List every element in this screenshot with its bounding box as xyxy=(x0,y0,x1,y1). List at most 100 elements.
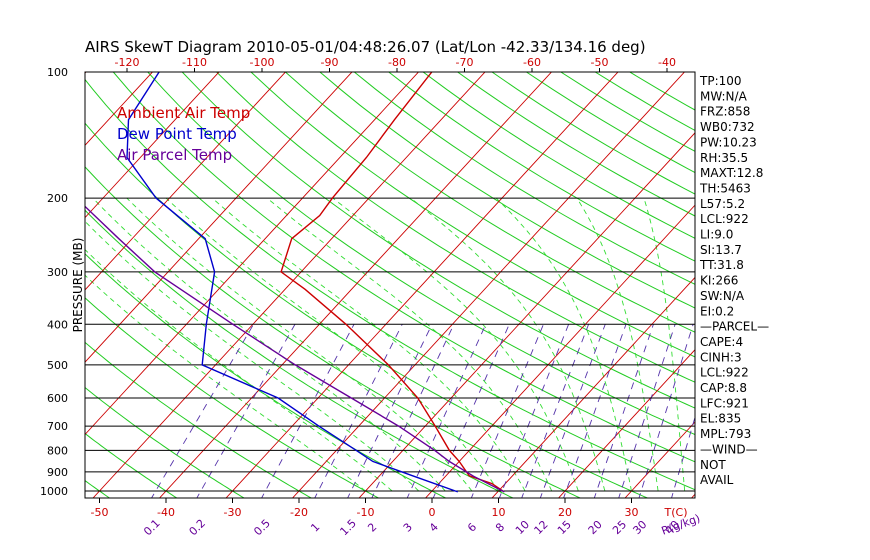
dry-adiabat xyxy=(85,166,582,498)
mixing-ratio-label: 2 xyxy=(365,520,379,534)
mixing-ratio-label: 12 xyxy=(532,518,551,537)
mixing-ratio-line xyxy=(406,324,487,498)
index-entry: CINH:3 xyxy=(700,350,742,364)
pressure-tick-label: 800 xyxy=(47,444,68,457)
mixing-ratio-label: 20 xyxy=(586,518,605,537)
pressure-tick-label: 600 xyxy=(47,392,68,405)
mixing-ratio-label: 10 xyxy=(513,518,532,537)
series-line-2 xyxy=(85,205,505,493)
mixing-ratio-line xyxy=(618,324,676,498)
isotherm xyxy=(85,72,353,363)
dry-adiabat xyxy=(526,72,695,174)
isotherm xyxy=(0,63,28,500)
index-entry: L57:5.2 xyxy=(700,197,745,211)
mixing-ratio-label: 0.5 xyxy=(251,517,273,539)
mixing-ratio-lines xyxy=(151,324,695,498)
bottom-temp-label: -40 xyxy=(157,506,175,519)
pressure-tick-label: 700 xyxy=(47,420,68,433)
isotherm xyxy=(424,204,695,498)
dry-adiabat xyxy=(181,72,695,409)
top-temp-label: -40 xyxy=(658,56,676,69)
isotherm xyxy=(158,72,553,498)
moist-adiabat xyxy=(495,197,632,492)
pressure-tick-label: 500 xyxy=(47,359,68,372)
mixing-ratio-label: 8 xyxy=(493,520,507,534)
legend-entry: Dew Point Temp xyxy=(117,125,237,143)
series-line-1 xyxy=(126,72,459,493)
index-entry: —PARCEL— xyxy=(700,320,769,334)
axes: -50 -40 -30 -20 -10 0 10 20 30 T(C)-120 -110 -100 -9… xyxy=(71,56,702,538)
moist-adiabat xyxy=(165,197,499,492)
dry-adiabat xyxy=(85,122,649,498)
pressure-tick-label: 1000 xyxy=(40,485,68,498)
mixing-ratio-line xyxy=(470,324,544,498)
top-temp-label: -70 xyxy=(456,56,474,69)
moist-adiabat xyxy=(643,197,686,492)
mixing-ratio-line xyxy=(498,324,570,498)
dry-adiabat xyxy=(491,72,695,195)
isotherm xyxy=(85,72,154,147)
bottom-temp-label: 30 xyxy=(625,506,639,519)
dry-adiabat xyxy=(388,72,695,262)
mixing-ratio-label: 6 xyxy=(465,520,479,534)
index-entry: SW:N/A xyxy=(700,289,745,303)
isotherm xyxy=(491,276,695,498)
index-entry: WB0:732 xyxy=(700,120,755,134)
bottom-temp-label: -20 xyxy=(290,506,308,519)
mixing-ratio-label: 0.1 xyxy=(141,517,163,539)
pressure-tick-label: 300 xyxy=(47,266,68,279)
dry-adiabat xyxy=(85,432,178,498)
index-entry: LCL:922 xyxy=(700,212,749,226)
chart-title: AIRS SkewT Diagram 2010-05-01/04:48:26.0… xyxy=(85,38,646,56)
isotherm-lines xyxy=(0,63,870,500)
top-temp-label: -100 xyxy=(250,56,275,69)
dry-adiabat xyxy=(457,72,695,217)
bottom-temp-label: 20 xyxy=(558,506,572,519)
mixing-ratio-line xyxy=(521,324,590,498)
mixing-ratio-line xyxy=(432,324,510,498)
index-entry: CAPE:4 xyxy=(700,335,743,349)
mixing-ratio-label: 15 xyxy=(555,518,574,537)
legend-entry: Ambient Air Temp xyxy=(117,104,250,122)
mixing-ratio-line xyxy=(563,324,627,498)
mixing-ratio-line xyxy=(196,324,296,498)
isotherm xyxy=(823,63,870,500)
pressure-tick-label: 100 xyxy=(47,66,68,79)
top-temp-label: -110 xyxy=(182,56,207,69)
mixing-ratio-line xyxy=(671,415,695,498)
moist-adiabat xyxy=(576,197,659,492)
pressure-tick-label: 200 xyxy=(47,192,68,205)
dry-adiabat xyxy=(85,209,515,498)
moist-adiabat xyxy=(92,197,446,492)
isotherm xyxy=(291,72,686,498)
isotherm xyxy=(225,72,619,498)
pressure-tick-label: 400 xyxy=(47,318,68,331)
y-axis-label: PRESSURE (MB) xyxy=(71,238,85,333)
index-entry: NOT xyxy=(700,458,726,472)
dry-adiabat xyxy=(85,479,111,498)
dry-adiabat xyxy=(85,341,313,498)
mixing-ratio-line xyxy=(638,324,694,498)
index-entry: EL:835 xyxy=(700,412,741,426)
moist-adiabat xyxy=(211,197,526,492)
dry-adiabat xyxy=(353,72,695,285)
isotherm xyxy=(358,132,695,498)
top-temp-label: -80 xyxy=(388,56,406,69)
index-entry: PW:10.23 xyxy=(700,135,757,149)
bottom-temp-label: -30 xyxy=(224,506,242,519)
index-entry: LFC:921 xyxy=(700,396,749,410)
dry-adiabat xyxy=(285,72,695,333)
series-line-0 xyxy=(280,72,505,493)
mixing-ratio-label: 25 xyxy=(610,518,629,537)
top-temp-label: -60 xyxy=(523,56,541,69)
mixing-ratio-label: 4 xyxy=(427,520,441,534)
index-entry: EI:0.2 xyxy=(700,304,734,318)
dry-adiabat xyxy=(0,72,45,500)
x-axis-label: T(C) xyxy=(664,506,688,519)
moist-adiabat xyxy=(410,197,606,492)
mixing-ratio-label: 30 xyxy=(630,518,649,537)
dry-adiabat xyxy=(250,72,695,358)
index-entry: LCL:922 xyxy=(700,366,749,380)
index-entry: SI:13.7 xyxy=(700,243,742,257)
